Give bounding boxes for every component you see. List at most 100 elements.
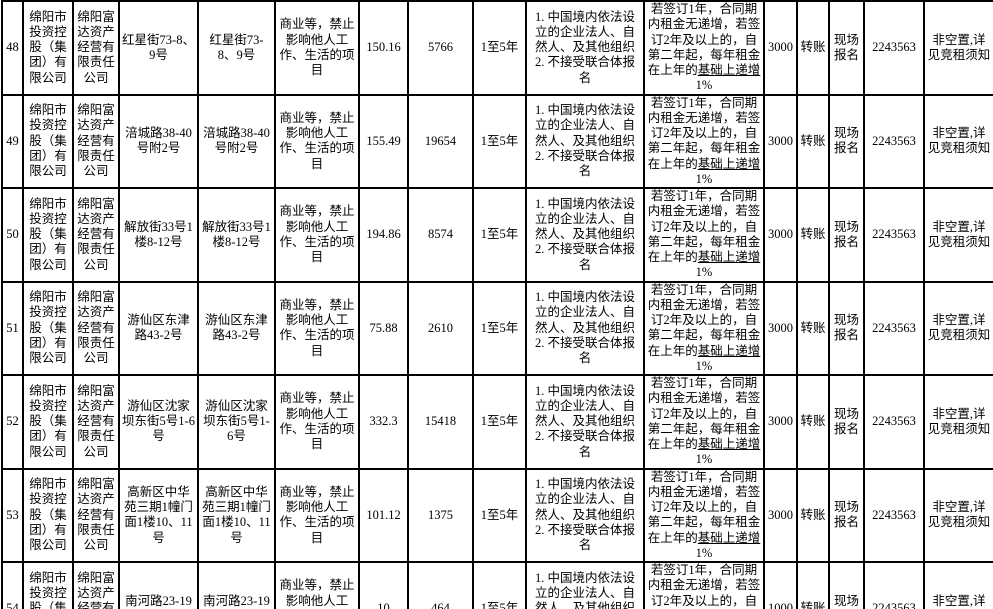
cell-owner: 绵阳市投资控股（集团）有限公司 [22, 187, 74, 283]
cell-status: 非空置,详见竞租须知 [923, 374, 993, 470]
cell-num: 53 [1, 467, 24, 563]
cell-phone: 2243563 [863, 280, 925, 376]
cell-name: 南河路23-19号 [118, 561, 199, 609]
cell-price: 1375 [407, 467, 474, 563]
cell-qualification: 1. 中国境内依法设立的企业法人、自然人、及其他组织 2. 不接受联合体报名 [525, 187, 645, 283]
cell-operator: 绵阳富达资产经营有限责任公司 [72, 0, 120, 96]
cell-increment: 若签订1年，合同期内租金无递增，若签订2年及以上的，自第二年起，每年租金在上年的… [643, 0, 765, 96]
cell-registration: 现场报名 [828, 374, 865, 470]
cell-qualification: 1. 中国境内依法设立的企业法人、自然人、及其他组织 2. 不接受联合体报名 [525, 561, 645, 609]
cell-price: 15418 [407, 374, 474, 470]
cell-area: 332.3 [358, 374, 409, 470]
cell-price: 5766 [407, 0, 474, 96]
cell-price: 2610 [407, 280, 474, 376]
cell-registration: 现场报名 [828, 561, 865, 609]
cell-registration: 现场报名 [828, 93, 865, 189]
cell-location: 解放街33号1楼8-12号 [197, 187, 276, 283]
cell-status: 非空置,详见竞租须知 [923, 187, 993, 283]
cell-location: 游仙区沈家坝东街5号1-6号 [197, 374, 276, 470]
cell-usage: 商业等，禁止影响他人工作、生活的项目 [274, 467, 360, 563]
cell-qualification: 1. 中国境内依法设立的企业法人、自然人、及其他组织 2. 不接受联合体报名 [525, 0, 645, 96]
cell-num: 52 [1, 374, 24, 470]
cell-increment: 若签订1年，合同期内租金无递增，若签订2年及以上的，自第二年起，每年租金在上年的… [643, 561, 765, 609]
cell-usage: 商业等，禁止影响他人工作、生活的项目 [274, 280, 360, 376]
cell-registration: 现场报名 [828, 0, 865, 96]
cell-payment: 转账 [796, 93, 830, 189]
cell-operator: 绵阳富达资产经营有限责任公司 [72, 561, 120, 609]
cell-term: 1至5年 [472, 467, 527, 563]
table-row: 48 绵阳市投资控股（集团）有限公司 绵阳富达资产经营有限责任公司 红星街73-8、9… [1, 0, 993, 96]
cell-usage: 商业等，禁止影响他人工作、生活的项目 [274, 93, 360, 189]
cell-registration: 现场报名 [828, 187, 865, 283]
table-row: 51 绵阳市投资控股（集团）有限公司 绵阳富达资产经营有限责任公司 游仙区东津路43-… [1, 280, 993, 376]
cell-status: 非空置,详见竞租须知 [923, 280, 993, 376]
cell-qualification: 1. 中国境内依法设立的企业法人、自然人、及其他组织 2. 不接受联合体报名 [525, 467, 645, 563]
cell-owner: 绵阳市投资控股（集团）有限公司 [22, 93, 74, 189]
table-row: 52 绵阳市投资控股（集团）有限公司 绵阳富达资产经营有限责任公司 游仙区沈家坝东街5… [1, 374, 993, 470]
cell-payment: 转账 [796, 0, 830, 96]
table-row: 53 绵阳市投资控股（集团）有限公司 绵阳富达资产经营有限责任公司 高新区中华苑三期1… [1, 467, 993, 563]
cell-payment: 转账 [796, 561, 830, 609]
cell-term: 1至5年 [472, 93, 527, 189]
cell-deposit: 3000 [763, 467, 798, 563]
table-row: 54绵阳市投资控股（集团）有限公司绵阳富达资产经营有限责任公司南河路23-19号… [1, 561, 993, 609]
cell-owner: 绵阳市投资控股（集团）有限公司 [22, 467, 74, 563]
cell-term: 1至5年 [472, 187, 527, 283]
cell-status: 非空置,详见竞租须知 [923, 93, 993, 189]
cell-increment: 若签订1年，合同期内租金无递增，若签订2年及以上的，自第二年起，每年租金在上年的… [643, 187, 765, 283]
cell-owner: 绵阳市投资控股（集团）有限公司 [22, 280, 74, 376]
cell-increment: 若签订1年，合同期内租金无递增，若签订2年及以上的，自第二年起，每年租金在上年的… [643, 93, 765, 189]
cell-term: 1至5年 [472, 561, 527, 609]
cell-phone: 2243563 [863, 187, 925, 283]
cell-area: 101.12 [358, 467, 409, 563]
cell-num: 54 [1, 561, 24, 609]
cell-payment: 转账 [796, 374, 830, 470]
cell-usage: 商业等，禁止影响他人工作、生活的项目 [274, 374, 360, 470]
cell-phone: 2243563 [863, 467, 925, 563]
cell-phone: 2243563 [863, 93, 925, 189]
cell-area: 75.88 [358, 280, 409, 376]
cell-operator: 绵阳富达资产经营有限责任公司 [72, 374, 120, 470]
cell-deposit: 3000 [763, 93, 798, 189]
cell-usage: 商业等，禁止影响他人工作、生活的项目 [274, 0, 360, 96]
cell-term: 1至5年 [472, 374, 527, 470]
cell-deposit: 3000 [763, 374, 798, 470]
cell-payment: 转账 [796, 187, 830, 283]
cell-qualification: 1. 中国境内依法设立的企业法人、自然人、及其他组织 2. 不接受联合体报名 [525, 280, 645, 376]
cell-name: 高新区中华苑三期1幢门面1楼10、11号 [118, 467, 199, 563]
cell-area: 194.86 [358, 187, 409, 283]
cell-usage: 商业等，禁止影响他人工作、生活的项目 [274, 561, 360, 609]
cell-price: 19654 [407, 93, 474, 189]
cell-operator: 绵阳富达资产经营有限责任公司 [72, 93, 120, 189]
cell-name: 游仙区沈家坝东街5号1-6号 [118, 374, 199, 470]
cell-name: 解放街33号1楼8-12号 [118, 187, 199, 283]
cell-increment: 若签订1年，合同期内租金无递增，若签订2年及以上的，自第二年起，每年租金在上年的… [643, 280, 765, 376]
cell-num: 48 [1, 0, 24, 96]
cell-qualification: 1. 中国境内依法设立的企业法人、自然人、及其他组织 2. 不接受联合体报名 [525, 374, 645, 470]
cell-operator: 绵阳富达资产经营有限责任公司 [72, 280, 120, 376]
cell-num: 51 [1, 280, 24, 376]
cell-increment: 若签订1年，合同期内租金无递增，若签订2年及以上的，自第二年起，每年租金在上年的… [643, 374, 765, 470]
cell-owner: 绵阳市投资控股（集团）有限公司 [22, 561, 74, 609]
cell-deposit: 3000 [763, 280, 798, 376]
cell-term: 1至5年 [472, 280, 527, 376]
cell-num: 50 [1, 187, 24, 283]
cell-location: 涪城路38-40号附2号 [197, 93, 276, 189]
cell-phone: 2243563 [863, 561, 925, 609]
cell-qualification: 1. 中国境内依法设立的企业法人、自然人、及其他组织 2. 不接受联合体报名 [525, 93, 645, 189]
cell-name: 游仙区东津路43-2号 [118, 280, 199, 376]
cell-payment: 转账 [796, 280, 830, 376]
cell-operator: 绵阳富达资产经营有限责任公司 [72, 467, 120, 563]
cell-name: 红星街73-8、9号 [118, 0, 199, 96]
cell-area: 150.16 [358, 0, 409, 96]
cell-usage: 商业等，禁止影响他人工作、生活的项目 [274, 187, 360, 283]
table-row: 49 绵阳市投资控股（集团）有限公司 绵阳富达资产经营有限责任公司 涪城路38-40号… [1, 93, 993, 189]
cell-deposit: 3000 [763, 187, 798, 283]
cell-status: 非空置,详见竞租须知 [923, 467, 993, 563]
cell-name: 涪城路38-40号附2号 [118, 93, 199, 189]
cell-num: 49 [1, 93, 24, 189]
cell-term: 1至5年 [472, 0, 527, 96]
cell-price: 464 [407, 561, 474, 609]
